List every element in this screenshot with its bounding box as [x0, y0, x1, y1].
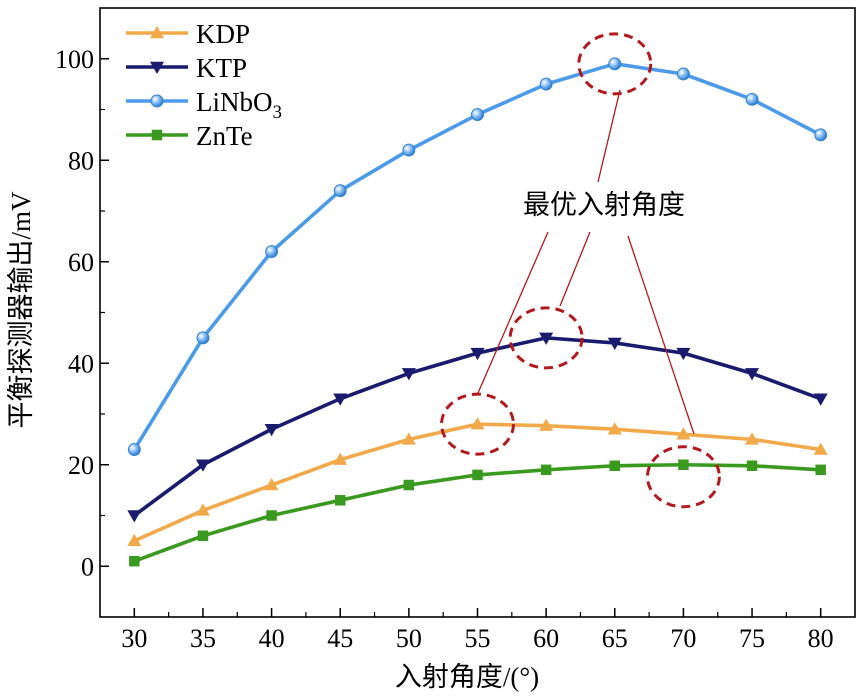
x-tick-label: 30	[121, 624, 147, 653]
x-axis-title: 入射角度/(°)	[395, 662, 539, 692]
data-point	[813, 393, 828, 406]
data-point	[676, 427, 691, 440]
x-tick-label: 55	[465, 624, 491, 653]
x-tick-label: 40	[259, 624, 285, 653]
legend-marker	[150, 61, 164, 74]
data-point	[264, 423, 279, 437]
data-point	[676, 347, 691, 361]
data-point	[402, 143, 416, 157]
y-tick-label: 0	[81, 552, 94, 581]
data-point	[333, 184, 347, 198]
legend-label: LiNbO3	[196, 87, 282, 123]
data-point	[676, 67, 690, 81]
data-point	[334, 495, 346, 506]
legend-label: ZnTe	[196, 121, 253, 151]
data-point	[266, 510, 277, 521]
legend-label-text: LiNbO	[196, 87, 273, 117]
data-point	[607, 422, 622, 435]
data-point	[129, 555, 140, 567]
series-kdp	[127, 417, 828, 547]
data-point	[196, 331, 210, 345]
data-point	[609, 460, 621, 472]
x-tick-label: 80	[808, 624, 834, 653]
series-linbo	[127, 57, 828, 456]
legend-marker	[151, 129, 163, 141]
highlight-ellipse	[577, 32, 653, 96]
legend-label-text: ZnTe	[196, 121, 253, 151]
y-tick-label: 100	[55, 45, 94, 74]
data-point	[745, 368, 760, 381]
series-ktp	[127, 332, 828, 523]
data-point	[333, 452, 348, 465]
legend-label-text: KTP	[196, 53, 247, 83]
highlight-ellipse	[645, 445, 721, 509]
series-layer	[127, 57, 828, 567]
data-point	[470, 417, 485, 430]
data-point	[815, 464, 826, 476]
x-tick-label: 65	[602, 624, 628, 653]
data-point	[403, 479, 415, 491]
x-axis: 30 35 40 45 50 55 60 65 70 75 80	[121, 608, 834, 653]
legend-item-znte: ZnTe	[126, 121, 253, 151]
data-point	[745, 432, 760, 445]
data-point	[539, 418, 554, 431]
data-point	[540, 464, 552, 476]
data-point	[678, 459, 689, 470]
legend-label-subscript: 3	[273, 102, 283, 123]
data-point	[197, 530, 209, 542]
legend-item-kdp: KDP	[126, 19, 250, 49]
series-znte	[129, 459, 826, 567]
data-point	[814, 128, 828, 142]
leader-line	[627, 235, 695, 435]
data-point	[127, 533, 142, 547]
y-axis: 0 20 40 60 80 100	[55, 45, 109, 581]
data-point	[195, 503, 210, 516]
x-tick-label: 70	[670, 624, 696, 653]
data-point	[401, 432, 416, 445]
highlight-ellipse	[440, 392, 515, 456]
highlight-ellipse	[508, 306, 584, 370]
leader-line	[559, 231, 591, 307]
annotation-label: 最优入射角度	[523, 190, 685, 220]
leader-line	[477, 231, 549, 394]
legend-label: KTP	[196, 53, 247, 83]
data-point	[607, 337, 622, 350]
x-tick-label: 60	[533, 624, 559, 653]
x-tick-label: 50	[396, 624, 422, 653]
data-point	[127, 510, 142, 523]
x-tick-label: 75	[739, 624, 765, 653]
legend-item-ktp: KTP	[126, 53, 247, 83]
data-point	[195, 459, 210, 472]
data-point	[333, 393, 348, 406]
data-point	[745, 92, 759, 106]
data-point	[401, 368, 416, 381]
legend-item-linbo: LiNbO3	[126, 87, 282, 123]
y-tick-label: 40	[68, 349, 94, 378]
x-tick-label: 45	[327, 624, 353, 653]
data-point	[265, 245, 279, 259]
annotation-layer: 最优入射角度	[440, 32, 721, 509]
data-point	[539, 332, 554, 345]
data-point	[539, 77, 553, 91]
data-point	[471, 108, 484, 122]
data-point	[472, 469, 483, 481]
y-tick-label: 60	[68, 248, 94, 277]
legend-marker	[150, 94, 164, 108]
legend-label: KDP	[196, 19, 250, 49]
data-point	[608, 57, 622, 71]
data-point	[746, 460, 758, 472]
y-tick-label: 80	[68, 146, 94, 175]
data-point	[813, 442, 828, 455]
data-point	[127, 443, 141, 456]
x-tick-label: 35	[190, 624, 216, 653]
y-tick-label: 20	[68, 451, 94, 480]
data-point	[470, 347, 485, 361]
leader-line	[597, 89, 621, 183]
legend-marker	[150, 26, 164, 39]
legend-label-text: KDP	[196, 19, 250, 49]
y-axis-title: 平衡探测器输出/mV	[6, 191, 36, 429]
data-point	[264, 478, 279, 491]
